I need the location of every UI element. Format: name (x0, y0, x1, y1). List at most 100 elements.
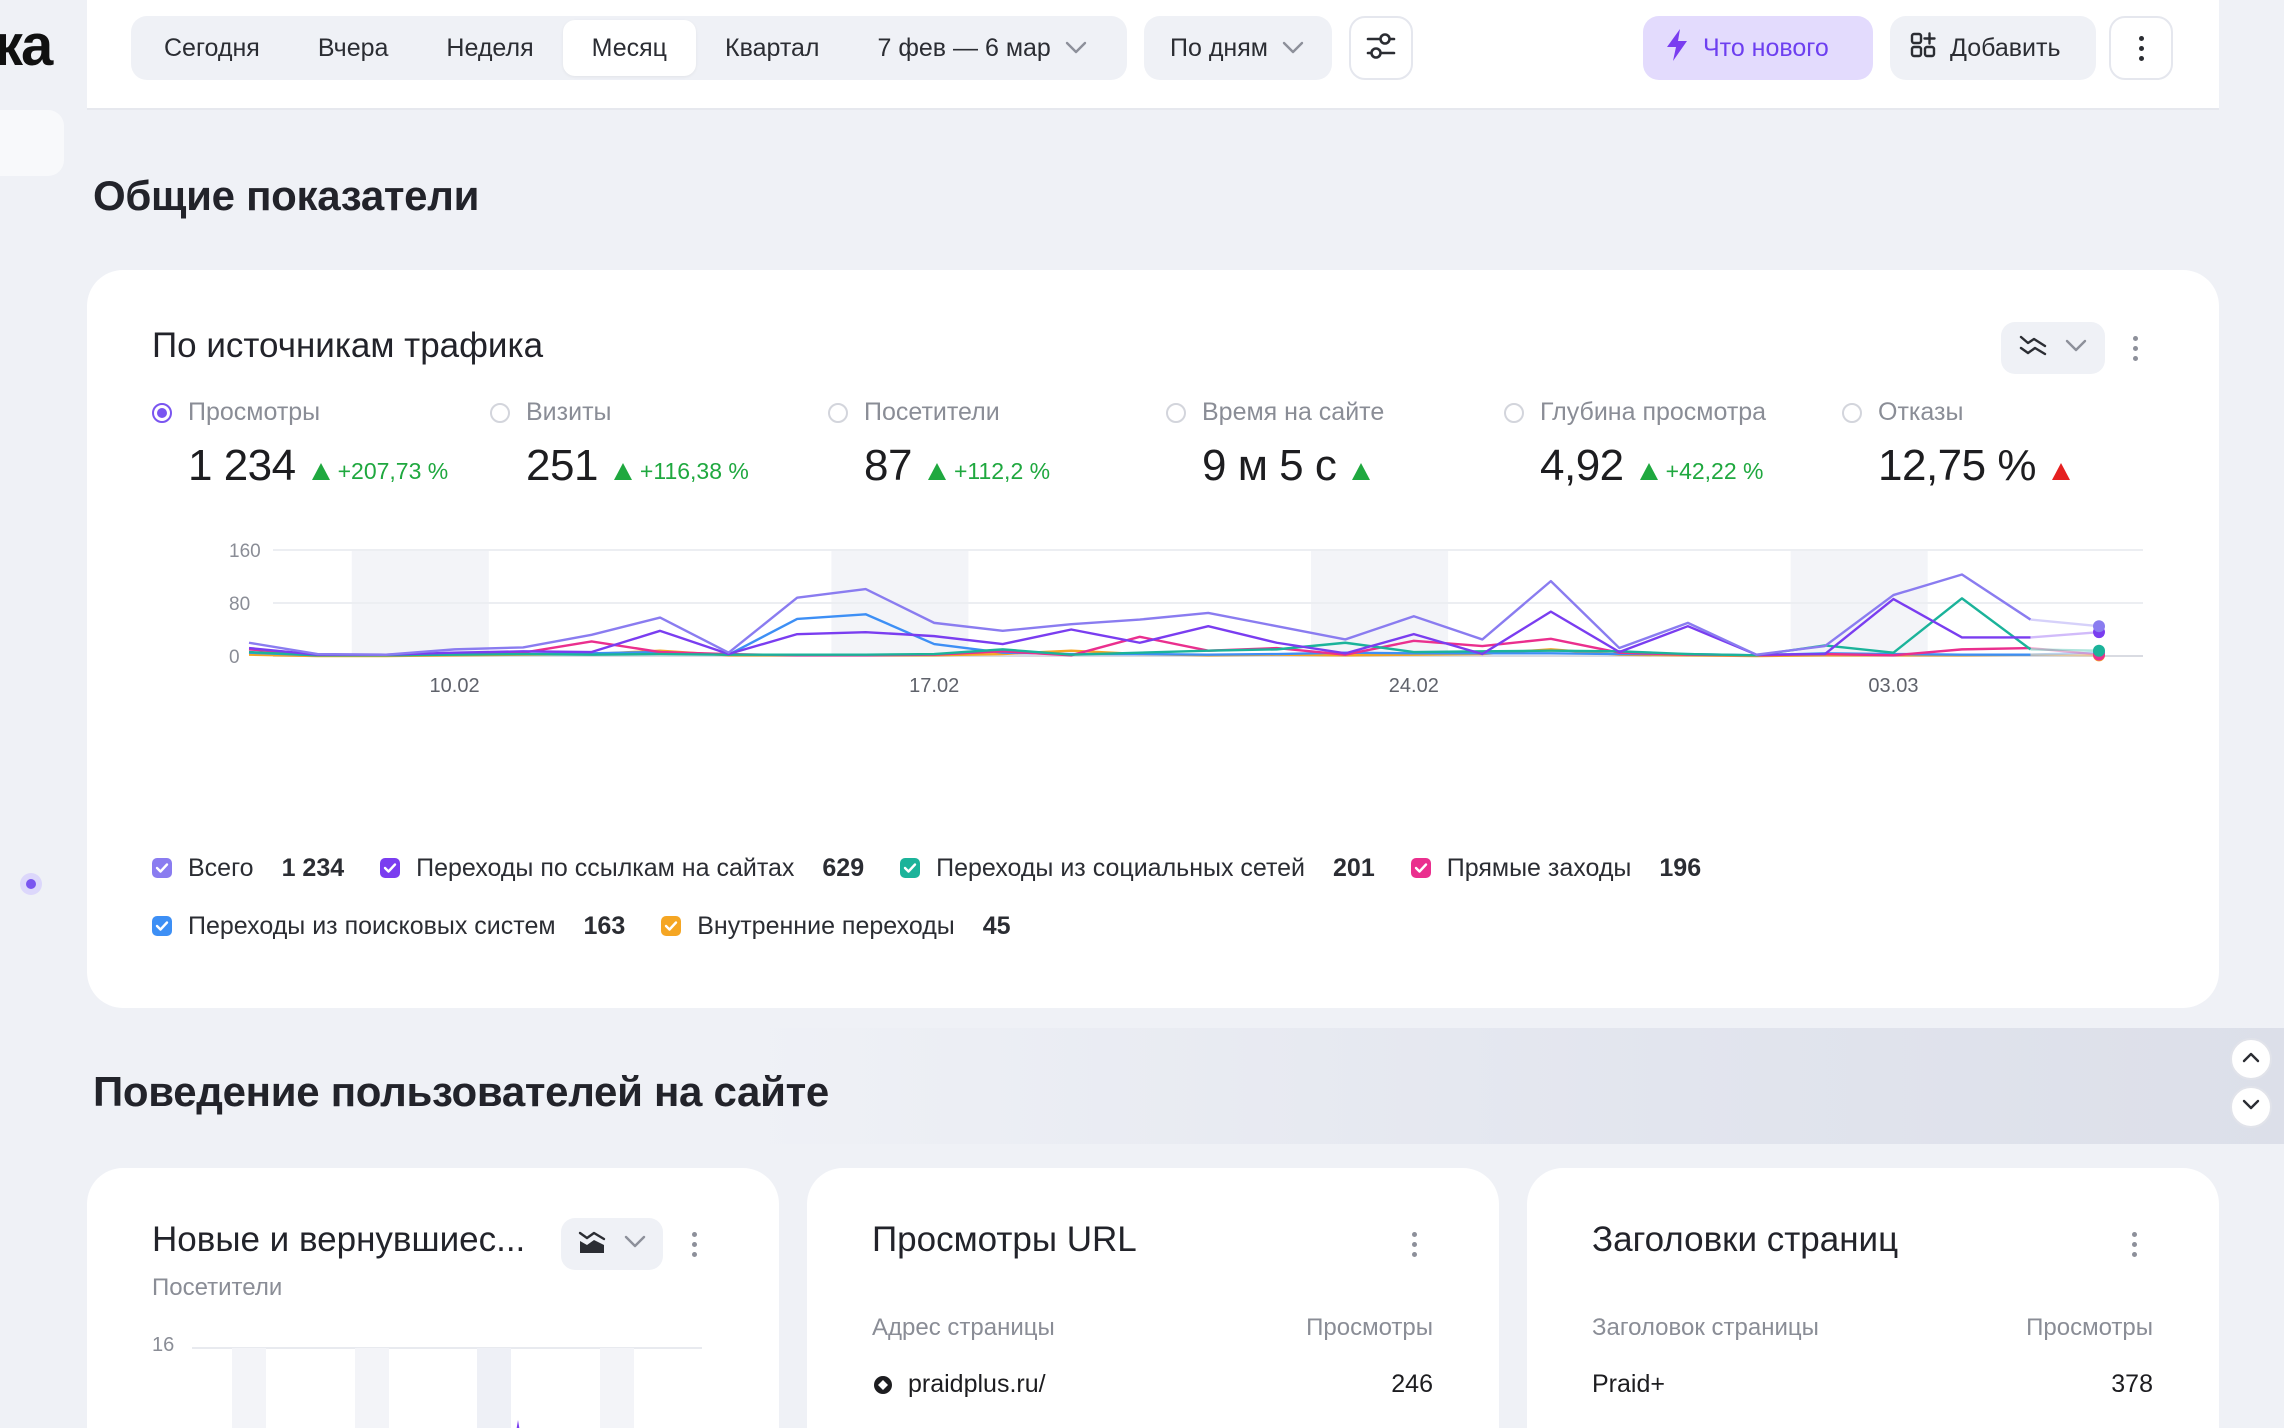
chart-legend: Всего 1 234 Переходы по ссылкам на сайтах… (152, 848, 1737, 946)
period-selector: Сегодня Вчера Неделя Месяц Квартал 7 фев… (131, 16, 1127, 80)
checkbox-checked-icon[interactable] (152, 916, 172, 936)
metric-page-depth[interactable]: Глубина просмотра 4,92 +42,22 % (1504, 398, 1766, 491)
app-logo[interactable]: ка (0, 13, 53, 78)
card-menu-button[interactable] (2124, 1224, 2144, 1264)
whats-new-button[interactable]: Что нового (1643, 16, 1873, 80)
chart-type-dropdown[interactable] (2001, 322, 2105, 374)
y-tick-label: 80 (229, 594, 250, 615)
chart-type-dropdown[interactable] (561, 1218, 663, 1270)
period-yesterday-button[interactable]: Вчера (317, 33, 389, 62)
series-line (248, 597, 2032, 657)
legend-item-total[interactable]: Всего 1 234 (152, 854, 344, 883)
series-line-partial (2030, 618, 2100, 628)
checkbox-checked-icon[interactable] (661, 916, 682, 936)
trend-up-icon (1352, 463, 1371, 480)
card-subtitle: Посетители (152, 1274, 283, 1301)
card-title: Просмотры URL (872, 1220, 1137, 1259)
legend-item-internal[interactable]: Внутренние переходы 45 (661, 911, 1011, 941)
sidebar-indicator-dot (20, 873, 42, 895)
traffic-line-chart[interactable]: 0 80 160 10.02 17.02 24.02 03.03 (87, 520, 2219, 820)
legend-item-direct[interactable]: Прямые заходы 196 (1410, 853, 1701, 883)
column-header-views[interactable]: Просмотры (1306, 1314, 1433, 1341)
y-tick-label: 160 (229, 541, 261, 562)
checkbox-checked-icon[interactable] (380, 858, 401, 878)
metric-label: Глубина просмотра (1540, 398, 1767, 426)
column-header-views[interactable]: Просмотры (2026, 1314, 2153, 1341)
series-line-partial (2030, 630, 2100, 639)
column-header-page-title[interactable]: Заголовок страницы (1592, 1314, 1819, 1341)
period-quarter-button[interactable]: Квартал (725, 33, 820, 62)
legend-label: Переходы из социальных сетей (936, 853, 1306, 882)
row-name[interactable]: Praid+ (1592, 1370, 1665, 1398)
metric-delta: +42,22 % (1665, 458, 1764, 484)
period-week-button[interactable]: Неделя (446, 33, 534, 62)
widgets-add-icon (1910, 31, 1950, 65)
metric-delta: +112,2 % (953, 458, 1051, 484)
row-value: 378 (2111, 1370, 2153, 1398)
card-title: Новые и вернувшиес... (152, 1220, 526, 1259)
legend-count: 163 (583, 911, 626, 940)
metric-value: 4,92 (1540, 441, 1624, 490)
radio-selected-icon[interactable] (152, 402, 172, 423)
column-header-address[interactable]: Адрес страницы (872, 1314, 1055, 1341)
period-today-button[interactable]: Сегодня (164, 33, 260, 62)
new-returning-card: Новые и вернувшиес... Посетители 16 (87, 1168, 779, 1428)
legend-label: Всего (188, 853, 254, 882)
row-value: 246 (1391, 1370, 1433, 1398)
legend-item-referrals[interactable]: Переходы по ссылкам на сайтах 629 (380, 854, 864, 883)
card-menu-button[interactable] (2125, 328, 2145, 368)
metric-value: 9 м 5 с (1202, 441, 1337, 490)
legend-item-social[interactable]: Переходы из социальных сетей 201 (900, 854, 1375, 883)
series-line-partial (2030, 653, 2100, 657)
legend-label: Переходы из поисковых систем (188, 911, 556, 940)
card-menu-button[interactable] (684, 1224, 704, 1264)
chart-type-icon (2019, 334, 2047, 363)
section-title-overview: Общие показатели (93, 172, 480, 219)
radio-icon[interactable] (828, 402, 848, 423)
legend-label: Переходы по ссылкам на сайтах (416, 853, 795, 882)
filters-button[interactable] (1349, 16, 1413, 80)
radio-icon[interactable] (490, 402, 510, 423)
trend-up-icon (2051, 463, 2070, 480)
metric-time-on-site[interactable]: Время на сайте 9 м 5 с (1166, 398, 1384, 491)
grouping-label: По дням (1170, 33, 1268, 62)
scroll-down-button[interactable] (2230, 1086, 2272, 1128)
add-widget-button[interactable]: Добавить (1890, 16, 2096, 80)
sidebar-item[interactable] (0, 110, 64, 176)
url-views-card: Просмотры URL Адрес страницы Просмотры p… (807, 1168, 1499, 1428)
x-tick-label: 10.02 (430, 675, 480, 697)
radio-icon[interactable] (1504, 402, 1524, 423)
scroll-up-button[interactable] (2230, 1038, 2272, 1080)
checkbox-checked-icon[interactable] (900, 858, 921, 878)
metric-bounce-rate[interactable]: Отказы 12,75 % (1842, 398, 2078, 491)
checkbox-checked-icon[interactable] (152, 858, 172, 878)
trend-up-icon (311, 463, 330, 480)
new-returning-mini-chart[interactable] (87, 1328, 779, 1428)
section-title-behavior: Поведение пользователей на сайте (93, 1068, 829, 1115)
period-month-button[interactable]: Месяц (562, 20, 696, 76)
legend-label: Прямые заходы (1446, 853, 1632, 882)
checkbox-checked-icon[interactable] (1410, 858, 1431, 878)
more-menu-button[interactable] (2109, 16, 2173, 80)
trend-up-icon (927, 463, 946, 480)
legend-item-search[interactable]: Переходы из поисковых систем 163 (152, 912, 625, 941)
chevron-up-icon (2242, 1050, 2260, 1068)
metric-views[interactable]: Просмотры 1 234 +207,73 % (152, 398, 448, 491)
page-titles-card: Заголовки страниц Заголовок страницы Про… (1527, 1168, 2219, 1428)
trend-up-icon (1639, 463, 1658, 480)
metric-visitors[interactable]: Посетители 87 +112,2 % (828, 398, 1050, 491)
grouping-dropdown[interactable]: По дням (1144, 16, 1332, 80)
radio-icon[interactable] (1842, 402, 1862, 423)
legend-label: Внутренние переходы (697, 911, 955, 940)
card-title: По источникам трафика (152, 326, 544, 365)
series-end-point (2093, 644, 2105, 657)
radio-icon[interactable] (1166, 402, 1186, 423)
metric-value: 251 (526, 441, 598, 490)
card-title: Заголовки страниц (1592, 1220, 1899, 1259)
row-name: praidplus.ru/ (908, 1370, 1046, 1398)
date-range-dropdown[interactable]: 7 фев — 6 мар (848, 20, 1115, 76)
table-row[interactable]: praidplus.ru/ (872, 1370, 1046, 1399)
metric-visits[interactable]: Визиты 251 +116,38 % (490, 398, 749, 491)
card-menu-button[interactable] (1404, 1224, 1424, 1264)
metric-label: Посетители (864, 398, 1000, 426)
